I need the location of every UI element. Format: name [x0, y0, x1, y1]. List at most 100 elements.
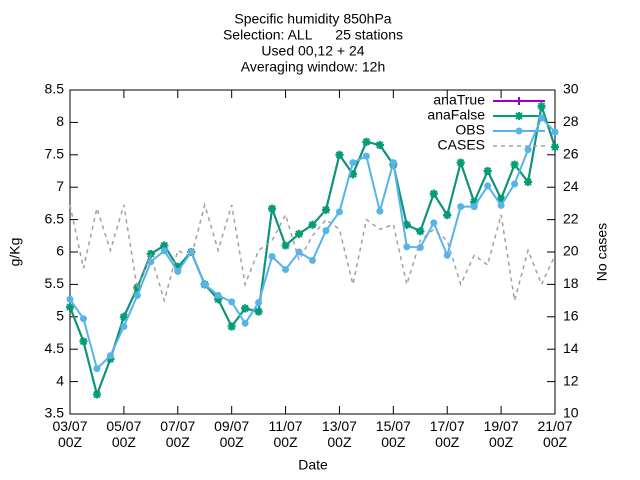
y2-tick-label: 20: [563, 243, 579, 259]
point: [483, 167, 492, 175]
y-tick-label: 5: [56, 308, 64, 324]
point: [456, 158, 465, 167]
y2-tick-label: 28: [563, 113, 579, 129]
y2-tick-label: 10: [563, 405, 579, 421]
point: [255, 299, 263, 307]
y2-tick-label: 22: [563, 210, 579, 226]
legend-label: OBS: [455, 122, 485, 138]
title-line: Averaging window: 12h: [241, 59, 386, 75]
point: [295, 248, 303, 256]
point: [295, 229, 304, 238]
point: [429, 189, 438, 198]
point: [227, 322, 236, 331]
point: [443, 251, 451, 259]
point: [403, 243, 411, 251]
x-tick-label: 11/07 00Z: [268, 418, 303, 450]
point: [120, 323, 128, 331]
point: [106, 352, 114, 360]
point: [376, 207, 384, 215]
point: [551, 143, 559, 152]
point: [457, 203, 465, 211]
y2-tick-label: 18: [563, 275, 579, 291]
title-line: Specific humidity 850hPa: [234, 11, 391, 27]
point: [402, 220, 411, 229]
point: [214, 295, 223, 304]
point: [515, 97, 523, 105]
point: [214, 291, 222, 299]
x-axis-label: Date: [298, 457, 328, 473]
point: [174, 267, 182, 275]
point: [133, 291, 141, 299]
point: [268, 253, 276, 261]
point: [93, 365, 101, 373]
x-tick-label: 05/07 00Z: [106, 418, 142, 450]
point: [160, 247, 168, 255]
y-tick-label: 6: [56, 243, 64, 259]
point: [416, 227, 425, 236]
point: [119, 312, 128, 321]
point: [282, 265, 290, 273]
y-axis-label: g/Kg: [7, 238, 23, 267]
title-line: Selection: ALL 25 stations: [223, 27, 403, 43]
point: [281, 241, 290, 250]
y-tick-label: 6.5: [45, 210, 65, 226]
point: [515, 112, 523, 120]
point: [538, 114, 546, 122]
point: [308, 220, 317, 229]
x-tick-label: 21/07 00Z: [537, 418, 573, 450]
y2-tick-label: 24: [563, 178, 579, 194]
point: [79, 337, 88, 346]
y2-tick-label: 30: [563, 81, 579, 97]
point: [362, 152, 370, 160]
point: [524, 178, 533, 187]
point: [348, 170, 357, 179]
point: [92, 390, 101, 399]
y2-tick-label: 12: [563, 372, 579, 388]
y2-tick-label: 14: [563, 340, 579, 356]
y2-tick-label: 16: [563, 308, 579, 324]
point: [160, 241, 169, 250]
point: [389, 159, 397, 167]
point: [309, 256, 316, 264]
point: [349, 159, 357, 167]
point: [187, 248, 195, 256]
point: [322, 227, 330, 235]
x-tick-label: 07/07 00Z: [160, 418, 196, 450]
point: [375, 141, 384, 150]
x-tick-label: 17/07 00Z: [429, 418, 465, 450]
point: [443, 211, 452, 220]
point: [470, 198, 479, 207]
point: [416, 243, 424, 251]
point: [66, 303, 74, 312]
y-tick-label: 8.5: [45, 81, 65, 97]
point: [79, 315, 87, 323]
series-line: [69, 116, 556, 371]
point: [470, 203, 478, 211]
point: [510, 160, 519, 169]
point: [254, 307, 263, 316]
point: [362, 137, 371, 146]
point: [268, 204, 277, 213]
y-tick-label: 7: [56, 178, 64, 194]
point: [321, 205, 330, 214]
y2-tick-label: 26: [563, 146, 579, 162]
title-line: Used 00,12 + 24: [261, 43, 364, 59]
x-tick-label: 03/07 00Z: [52, 418, 88, 450]
y-tick-label: 8: [56, 113, 64, 129]
x-tick-label: 15/07 00Z: [375, 418, 411, 450]
legend-label: CASES: [438, 137, 485, 153]
point: [66, 295, 74, 303]
series-line: [69, 202, 556, 304]
x-tick-label: 09/07 00Z: [214, 418, 250, 450]
x-tick-label: 13/07 00Z: [321, 418, 357, 450]
point: [484, 182, 492, 190]
point: [430, 219, 438, 227]
point: [228, 298, 236, 306]
y-tick-label: 3.5: [45, 405, 65, 421]
point: [524, 146, 532, 154]
y-tick-label: 5.5: [45, 275, 65, 291]
point: [241, 304, 250, 313]
y2-axis-label: No cases: [594, 223, 610, 281]
